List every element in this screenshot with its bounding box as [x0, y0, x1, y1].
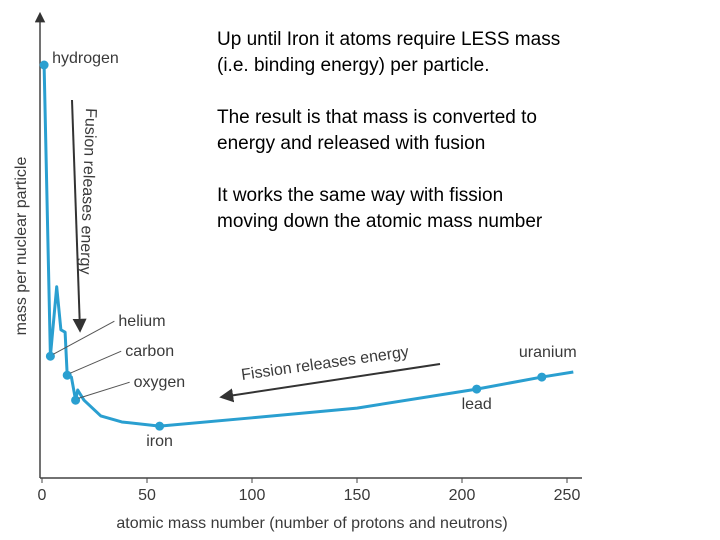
data-point	[155, 421, 165, 431]
fission-annotation: Fission releases energy	[240, 344, 410, 384]
leader-line	[53, 320, 115, 355]
x-tick-label: 50	[138, 487, 156, 504]
point-label: helium	[118, 313, 165, 330]
x-axis-label: atomic mass number (number of protons an…	[116, 515, 507, 532]
leader-line	[70, 350, 122, 374]
point-label: carbon	[125, 343, 174, 360]
data-point	[39, 60, 49, 70]
fission-arrow	[219, 363, 441, 403]
fusion-arrow	[71, 99, 87, 333]
point-label: oxygen	[134, 374, 186, 391]
x-tick-label: 250	[554, 487, 581, 504]
leader-line	[78, 381, 130, 399]
data-point	[537, 372, 547, 382]
point-label: hydrogen	[52, 50, 119, 67]
data-line	[42, 64, 574, 428]
data-point	[45, 351, 55, 361]
x-tick-label: 150	[344, 487, 371, 504]
y-axis-label: mass per nuclear particle	[13, 157, 30, 336]
data-point	[71, 395, 81, 405]
note-line: (i.e. binding energy) per particle.	[217, 55, 489, 76]
text-box: Up until Iron it atoms require LESS mass…	[217, 29, 560, 232]
note-line: energy and released with fusion	[217, 133, 485, 154]
fusion-annotation: Fusion releases energy	[76, 108, 99, 275]
note-line: It works the same way with fission	[217, 185, 503, 206]
x-tick-label: 100	[239, 487, 266, 504]
data-point	[472, 384, 482, 394]
x-tick-label: 200	[449, 487, 476, 504]
note-line: The result is that mass is converted to	[217, 107, 537, 128]
note-line: Up until Iron it atoms require LESS mass	[217, 29, 560, 50]
data-point	[62, 370, 72, 380]
point-label: uranium	[519, 344, 577, 361]
point-label: lead	[462, 396, 492, 413]
note-line: moving down the atomic mass number	[217, 211, 543, 232]
point-label: iron	[146, 433, 173, 450]
x-tick-label: 0	[38, 487, 47, 504]
